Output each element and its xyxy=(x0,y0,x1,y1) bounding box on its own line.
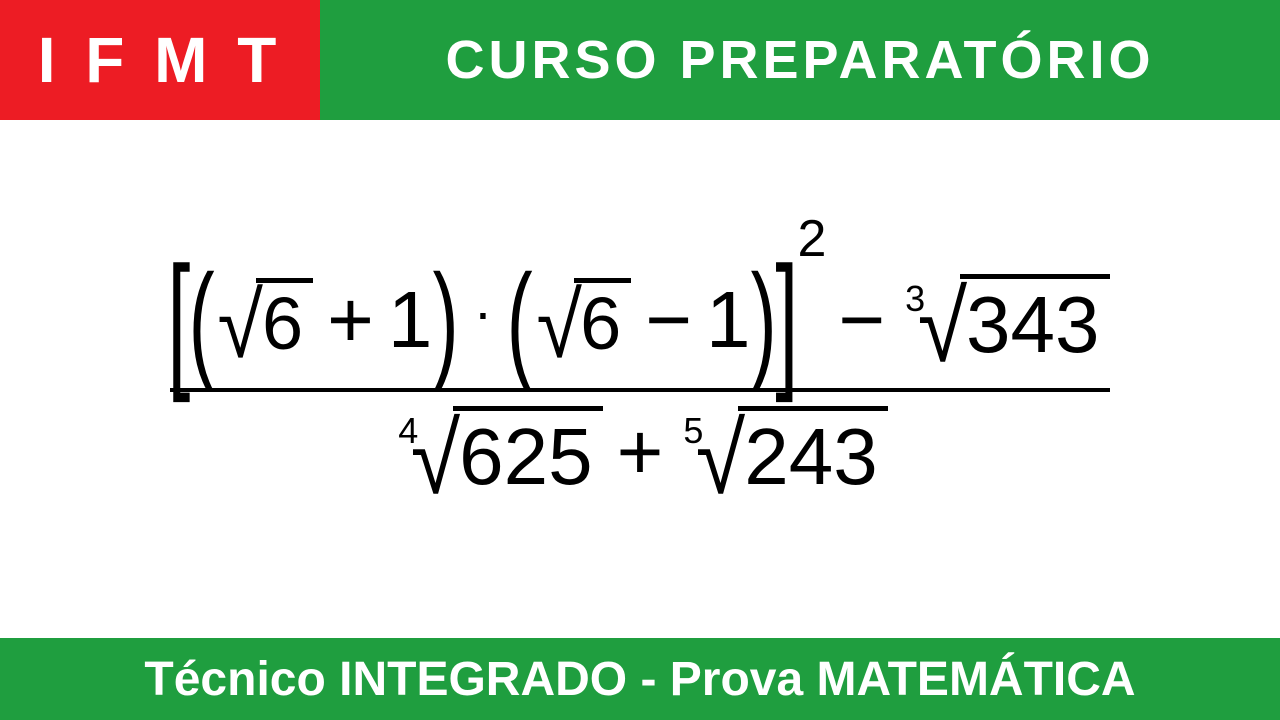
numerator: [ ( √ 6 + 1 ) · ( √ 6 − 1 ) ] 2 − 3 √ xyxy=(170,261,1109,378)
fifth-root-243: 5 √ 243 xyxy=(677,406,887,497)
plus-denom: + xyxy=(603,412,678,492)
left-paren-2: ( xyxy=(507,268,533,372)
fraction: [ ( √ 6 + 1 ) · ( √ 6 − 1 ) ] 2 − 3 √ xyxy=(170,261,1109,497)
header-title-text: CURSO PREPARATÓRIO xyxy=(445,29,1154,91)
radical-icon: √ xyxy=(536,292,581,361)
footer: Técnico INTEGRADO - Prova MATEMÁTICA xyxy=(0,638,1280,720)
radical-icon: √ xyxy=(218,292,263,361)
minus-inner: − xyxy=(631,280,706,360)
radicand-6b: 6 xyxy=(574,278,631,361)
fraction-bar xyxy=(170,388,1109,392)
cube-root-343: 3 √ 343 xyxy=(899,274,1109,365)
left-square-bracket: [ xyxy=(168,261,191,378)
right-paren-1: ) xyxy=(433,268,459,372)
header-title-box: CURSO PREPARATÓRIO xyxy=(320,0,1280,120)
radicand-625: 625 xyxy=(453,406,602,497)
minus-outer: − xyxy=(824,280,899,360)
denominator: 4 √ 625 + 5 √ 243 xyxy=(392,406,888,497)
footer-text: Técnico INTEGRADO - Prova MATEMÁTICA xyxy=(144,652,1135,707)
equation-area: [ ( √ 6 + 1 ) · ( √ 6 − 1 ) ] 2 − 3 √ xyxy=(0,120,1280,638)
term-1a: 1 xyxy=(388,280,433,360)
header-logo-text: I F M T xyxy=(38,23,283,97)
header-logo-box: I F M T xyxy=(0,0,320,120)
header: I F M T CURSO PREPARATÓRIO xyxy=(0,0,1280,120)
radical-icon: √ xyxy=(918,290,967,365)
term-1b: 1 xyxy=(706,280,751,360)
sqrt-6-b: √ 6 xyxy=(534,278,632,361)
right-square-bracket: ] xyxy=(775,261,798,378)
left-paren-1: ( xyxy=(189,268,215,372)
radical-icon: √ xyxy=(411,422,460,497)
radical-icon: √ xyxy=(696,422,745,497)
plus-1: + xyxy=(313,280,388,360)
right-paren-2: ) xyxy=(751,268,777,372)
radicand-6a: 6 xyxy=(256,278,313,361)
sqrt-6-a: √ 6 xyxy=(215,278,313,361)
radicand-243: 243 xyxy=(738,406,887,497)
exponent-2: 2 xyxy=(797,213,826,265)
radicand-343: 343 xyxy=(960,274,1109,365)
fourth-root-625: 4 √ 625 xyxy=(392,406,602,497)
multiply-dot: · xyxy=(460,284,507,340)
